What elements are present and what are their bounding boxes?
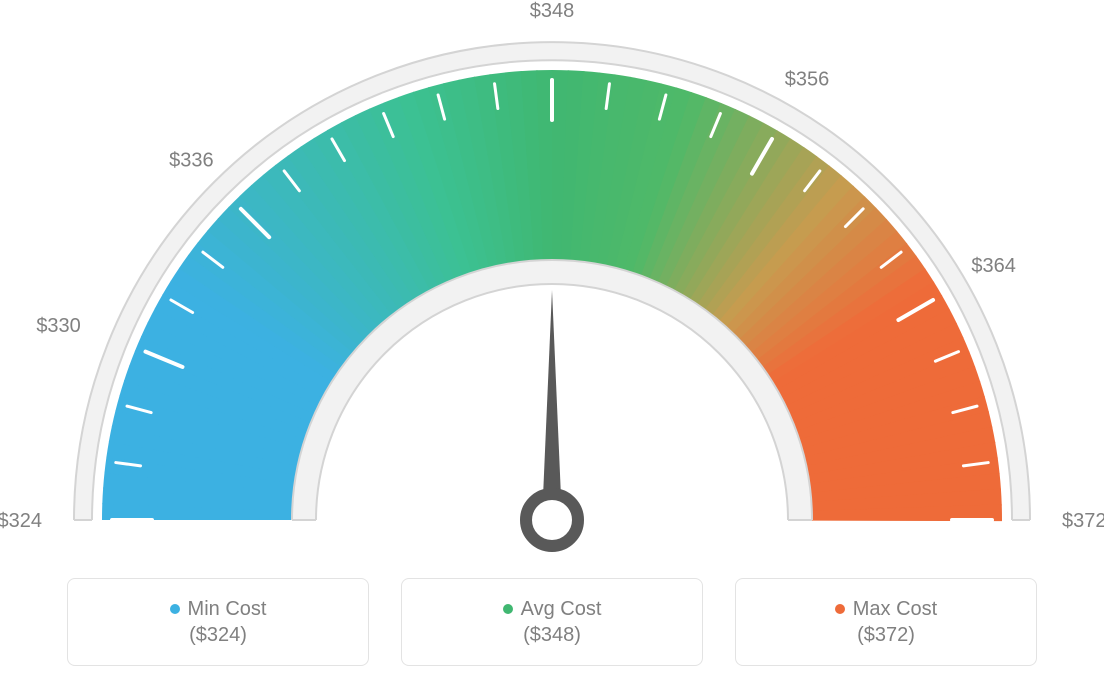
cost-gauge: $324 $330 $336 $348 $356 $364 $372 — [0, 0, 1104, 560]
legend-max-label: Max Cost — [853, 599, 937, 619]
legend-max-dot — [835, 604, 845, 614]
legend-avg-label: Avg Cost — [521, 599, 602, 619]
legend-min-card: Min Cost ($324) — [67, 578, 369, 666]
legend-min-label: Min Cost — [188, 599, 267, 619]
gauge-tick-label: $364 — [971, 255, 1016, 277]
legend-avg-dot — [503, 604, 513, 614]
legend-avg-value: ($348) — [523, 625, 581, 645]
gauge-needle — [542, 290, 562, 520]
legend-min-dot — [170, 604, 180, 614]
legend-row: Min Cost ($324) Avg Cost ($348) Max Cost… — [0, 578, 1104, 666]
gauge-tick-label: $336 — [169, 149, 214, 171]
legend-max-card: Max Cost ($372) — [735, 578, 1037, 666]
gauge-tick-label: $372 — [1062, 510, 1104, 532]
gauge-tick-label: $330 — [36, 315, 81, 337]
gauge-tick-label: $348 — [530, 0, 575, 22]
legend-max-value: ($372) — [857, 625, 915, 645]
gauge-needle-hub — [526, 494, 578, 546]
legend-min-value: ($324) — [189, 625, 247, 645]
gauge-tick-label: $356 — [785, 68, 830, 90]
legend-avg-card: Avg Cost ($348) — [401, 578, 703, 666]
gauge-tick-label: $324 — [0, 510, 42, 532]
